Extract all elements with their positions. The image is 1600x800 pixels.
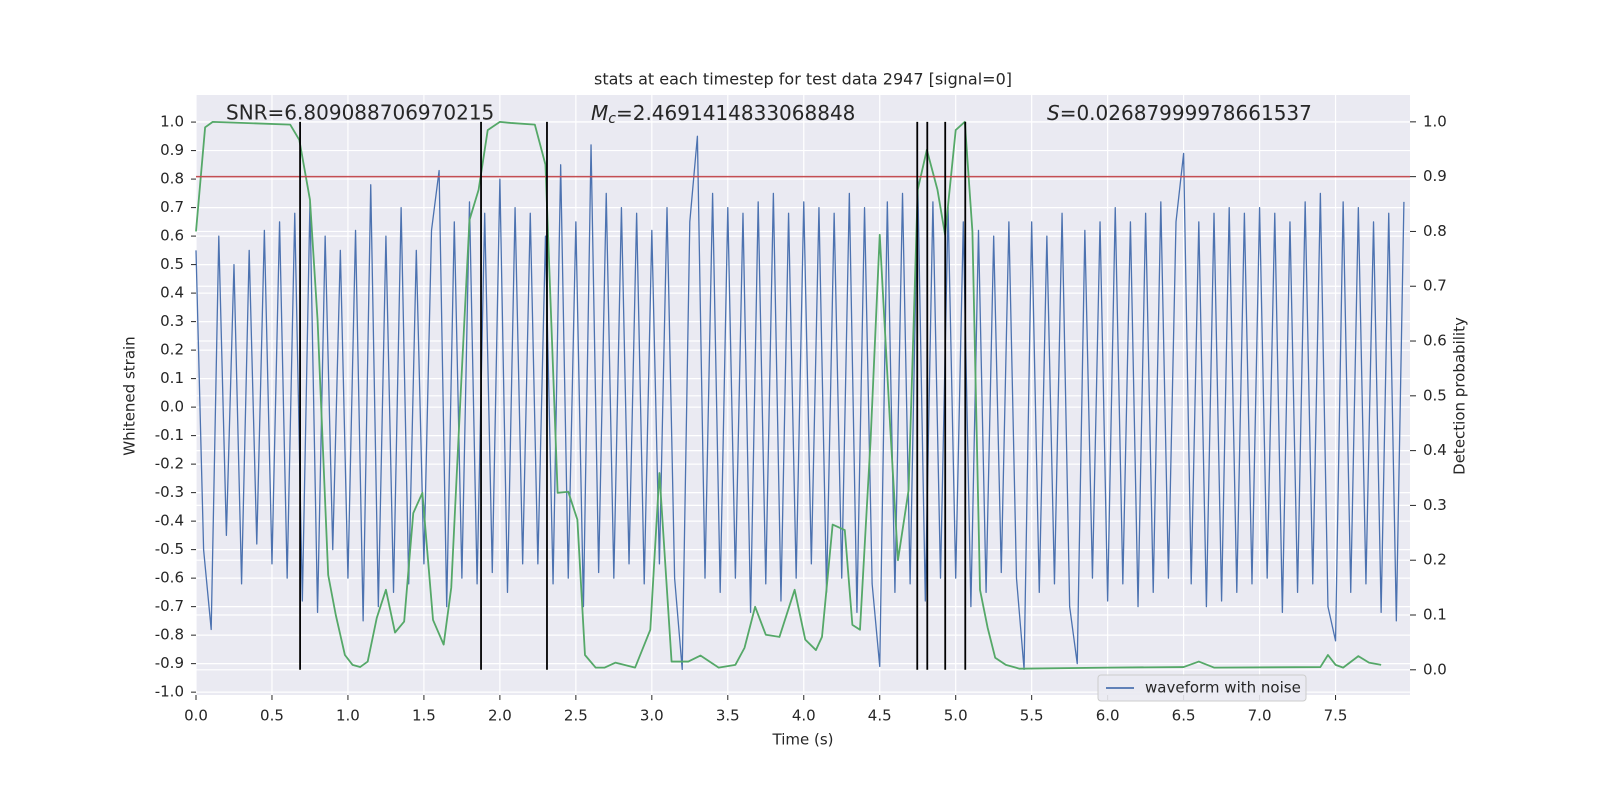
x-tick-label: 5.0 — [944, 707, 968, 725]
x-tick-label: 4.0 — [792, 707, 816, 725]
y-tick-label: -0.6 — [155, 569, 184, 587]
y-tick-label: -0.7 — [155, 597, 184, 615]
grid — [195, 95, 1410, 695]
axes: -1.0 -0.9 -0.8 -0.7 -0.6 -0.5 -0.4 -0.3 -0.2 -0.1… — [155, 112, 1447, 724]
x-tick-label: 2.0 — [488, 707, 512, 725]
marks — [195, 120, 1410, 670]
annotation: SNR=6.809088706970215 — [226, 101, 494, 125]
y2-tick-label: 0.2 — [1423, 551, 1447, 569]
x-tick-label: 6.5 — [1172, 707, 1196, 725]
annotation-subscript: c — [608, 111, 616, 127]
annotation-text: =2.4691414833068848 — [616, 101, 855, 125]
y2-axis-label: Detection probability — [1451, 317, 1469, 475]
y2-tick-label: 0.8 — [1423, 222, 1447, 240]
legend-label: waveform with noise — [1145, 679, 1301, 697]
y-tick-label: 1.0 — [160, 113, 184, 131]
y-tick-label: -0.9 — [155, 654, 184, 672]
plot-area — [196, 95, 1410, 695]
y-tick-label: -1.0 — [155, 683, 184, 701]
series-line — [195, 120, 1382, 670]
x-tick-label: 7.5 — [1324, 707, 1348, 725]
y2-tick-label: 0.9 — [1423, 167, 1447, 185]
annotation-symbol: S — [1047, 101, 1060, 125]
y2-tick-label: 0.0 — [1423, 660, 1447, 678]
x-tick-label: 0.0 — [184, 707, 208, 725]
x-tick-label: 2.5 — [564, 707, 588, 725]
x-tick-label: 1.5 — [412, 707, 436, 725]
annotation-text: =0.02687999978661537 — [1060, 101, 1312, 125]
y2-tick-label: 0.6 — [1423, 332, 1447, 350]
x-tick-label: 4.5 — [868, 707, 892, 725]
y-tick-label: 0.3 — [160, 312, 184, 330]
y-tick-label: 0.1 — [160, 369, 184, 387]
y-axis-label: Whitened strain — [121, 336, 139, 455]
annotation: Mc=2.4691414833068848 — [591, 101, 855, 128]
x-tick-label: 5.5 — [1020, 707, 1044, 725]
y-tick-label: 0.7 — [160, 198, 184, 216]
y-tick-label: 0.5 — [160, 255, 184, 273]
y-tick-label: 0.0 — [160, 398, 184, 416]
y2-tick-label: 0.1 — [1423, 606, 1447, 624]
x-tick-label: 3.0 — [640, 707, 664, 725]
y2-tick-label: 0.3 — [1423, 496, 1447, 514]
chart-title: stats at each timestep for test data 294… — [594, 70, 1012, 89]
x-tick-label: 7.0 — [1248, 707, 1272, 725]
y-tick-label: -0.5 — [155, 540, 184, 558]
y-tick-label: 0.8 — [160, 170, 184, 188]
annotation-symbol: M — [591, 101, 608, 125]
y-tick-label: -0.4 — [155, 512, 184, 530]
x-tick-label: 1.0 — [336, 707, 360, 725]
y-tick-label: -0.8 — [155, 626, 184, 644]
legend — [1097, 674, 1307, 702]
x-tick-label: 0.5 — [260, 707, 284, 725]
y-tick-label: -0.3 — [155, 483, 184, 501]
x-tick-label: 6.0 — [1096, 707, 1120, 725]
y2-tick-label: 0.4 — [1423, 441, 1447, 459]
annotation: S=0.02687999978661537 — [1047, 101, 1312, 125]
y-tick-label: 0.2 — [160, 341, 184, 359]
y-tick-label: -0.1 — [155, 426, 184, 444]
y-tick-label: 0.6 — [160, 227, 184, 245]
series-line — [195, 135, 1405, 670]
y2-tick-label: 0.7 — [1423, 277, 1447, 295]
x-axis-label: Time (s) — [772, 731, 834, 749]
y2-tick-label: 1.0 — [1423, 112, 1447, 130]
y-tick-label: 0.9 — [160, 141, 184, 159]
y-tick-label: 0.4 — [160, 284, 184, 302]
y2-tick-label: 0.5 — [1423, 386, 1447, 404]
x-tick-label: 3.5 — [716, 707, 740, 725]
y-tick-label: -0.2 — [155, 455, 184, 473]
